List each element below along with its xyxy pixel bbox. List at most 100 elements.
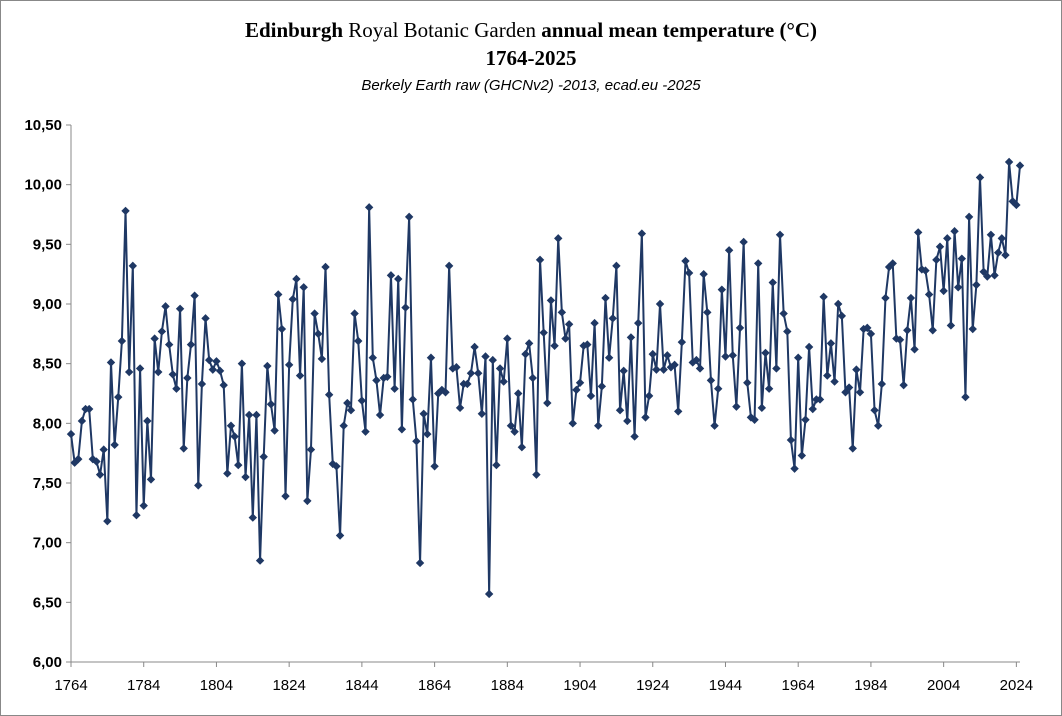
data-point	[855, 388, 865, 397]
data-point	[626, 333, 636, 342]
data-point	[783, 327, 792, 336]
data-point	[510, 427, 519, 436]
y-tick-label: 7,50	[33, 475, 62, 492]
data-point	[786, 435, 796, 445]
data-point	[946, 321, 956, 330]
x-tick-label: 2004	[927, 677, 960, 694]
y-tick-label: 8,00	[33, 415, 62, 432]
data-point	[797, 451, 807, 460]
data-point	[986, 230, 996, 239]
data-point	[604, 353, 614, 362]
data-point	[183, 373, 192, 383]
data-point	[255, 556, 265, 565]
y-tick-label: 8,50	[33, 356, 62, 373]
y-tick-label: 10,50	[24, 117, 62, 134]
data-point	[361, 427, 370, 436]
data-point	[164, 340, 174, 349]
x-tick-label: 1984	[854, 677, 887, 694]
data-point	[339, 421, 348, 430]
x-tick-label: 1824	[272, 677, 305, 694]
data-point	[201, 314, 210, 323]
data-point	[172, 384, 181, 393]
data-point	[754, 259, 763, 268]
data-point	[833, 299, 843, 309]
data-point	[823, 371, 832, 380]
data-point	[557, 308, 567, 317]
data-point	[659, 365, 668, 374]
data-point	[310, 309, 319, 318]
data-point	[288, 295, 297, 304]
data-point	[964, 212, 974, 222]
data-point	[383, 372, 392, 381]
data-point	[274, 290, 283, 299]
data-point	[343, 398, 352, 408]
data-point	[495, 364, 505, 373]
data-point	[732, 402, 741, 411]
data-point	[848, 444, 857, 453]
data-point	[866, 329, 876, 339]
data-point	[226, 421, 236, 430]
data-point	[303, 496, 312, 506]
data-point	[284, 360, 294, 370]
data-point	[146, 475, 156, 484]
data-point	[95, 470, 105, 479]
data-point	[157, 327, 167, 336]
data-point	[1012, 200, 1021, 210]
data-point	[470, 342, 479, 352]
data-point	[884, 262, 894, 272]
data-point	[1001, 250, 1010, 260]
data-point	[586, 391, 596, 401]
x-tick-label: 1924	[636, 677, 669, 694]
data-point	[506, 421, 516, 430]
data-point	[244, 410, 254, 420]
data-point	[768, 278, 777, 287]
data-point	[84, 404, 94, 414]
data-point	[346, 406, 356, 415]
data-point	[637, 229, 647, 238]
data-point	[764, 384, 774, 393]
chart-title-measure: annual mean temperature (°C)	[541, 18, 818, 42]
data-point	[597, 382, 607, 391]
data-point	[110, 440, 119, 450]
chart-title-site: Royal Botanic Garden	[343, 18, 542, 42]
data-point	[1008, 197, 1017, 206]
data-point	[477, 409, 487, 418]
data-point	[455, 403, 465, 413]
data-point	[983, 272, 992, 281]
x-tick-label: 2024	[1000, 677, 1033, 694]
data-point	[623, 416, 632, 426]
data-point	[819, 292, 828, 302]
data-point	[66, 429, 76, 439]
data-point	[1015, 161, 1025, 170]
x-tick-label: 1864	[418, 677, 451, 694]
data-point	[594, 421, 603, 430]
data-point	[917, 265, 927, 274]
data-point	[321, 262, 330, 272]
data-point	[394, 274, 403, 284]
data-point	[314, 329, 323, 339]
data-point	[175, 304, 185, 313]
data-point	[204, 355, 214, 365]
data-point	[568, 419, 577, 428]
data-point	[608, 314, 617, 323]
data-point	[790, 464, 799, 473]
data-point	[721, 352, 730, 361]
data-point	[703, 308, 712, 317]
x-tick-label: 1844	[345, 677, 378, 694]
data-point	[684, 268, 694, 278]
data-point	[444, 261, 454, 271]
chart-subtitle: Berkely Earth raw (GHCNv2) -2013, ecad.e…	[361, 77, 701, 94]
series-line	[70, 160, 1021, 595]
data-point	[990, 271, 999, 280]
data-point	[524, 339, 534, 348]
data-point	[641, 413, 650, 422]
data-point	[295, 371, 305, 380]
data-point	[215, 366, 225, 376]
data-point	[953, 283, 963, 292]
data-point	[463, 379, 472, 389]
data-point	[710, 421, 719, 430]
data-point	[481, 352, 490, 361]
data-point	[644, 391, 654, 401]
data-point	[561, 334, 570, 343]
data-point	[128, 261, 138, 271]
